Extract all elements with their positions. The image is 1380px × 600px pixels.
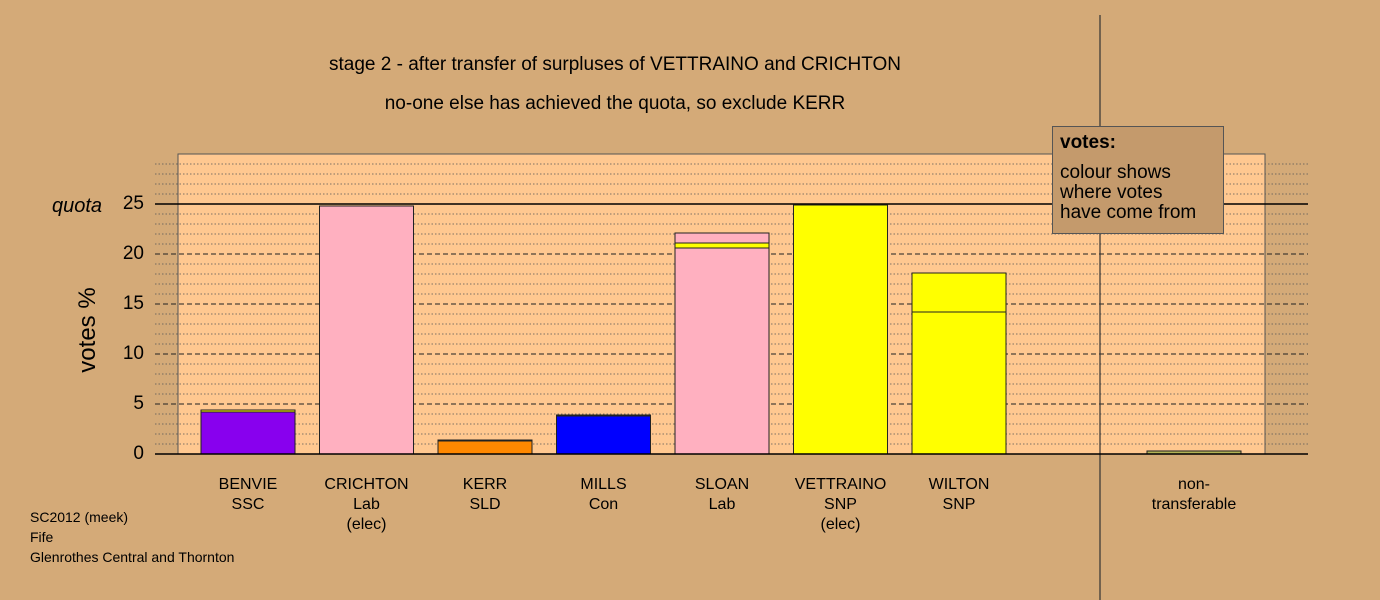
- candidate-label: BENVIE SSC: [188, 475, 308, 515]
- candidate-label: KERR SLD: [425, 475, 545, 515]
- bar-segment: [200, 411, 296, 455]
- candidate-name: KERR: [462, 476, 508, 493]
- candidate-name: MILLS: [580, 476, 627, 493]
- candidate-label: CRICHTON Lab (elec): [307, 475, 427, 535]
- legend-line: have come from: [1060, 202, 1197, 223]
- y-tick-label: 15: [122, 293, 144, 314]
- candidate-party: Lab: [708, 496, 736, 513]
- candidate-party: SLD: [469, 496, 501, 513]
- candidate-party: SNP: [824, 496, 857, 513]
- candidate-label: MILLS Con: [544, 475, 664, 515]
- y-tick-label: 5: [133, 393, 144, 414]
- bar-segment: [911, 311, 1007, 455]
- legend-line: colour shows: [1060, 162, 1171, 183]
- candidate-name: CRICHTON: [324, 476, 409, 493]
- candidate-party: SNP: [942, 496, 976, 513]
- nontransferable-label: non-transferable: [1134, 475, 1254, 515]
- candidate-status: (elec): [346, 516, 387, 533]
- bar-segment: [793, 204, 888, 455]
- candidate-name: SLOAN: [694, 476, 750, 493]
- legend: votes: colour shows where votes have com…: [1052, 126, 1224, 234]
- nontransferable-label-line: non-: [1177, 476, 1211, 493]
- bar-segment: [319, 205, 414, 455]
- legend-line: where votes: [1060, 182, 1163, 203]
- bar-segment: [674, 247, 770, 455]
- candidate-name: WILTON: [928, 476, 990, 493]
- quota-label: quota: [52, 195, 103, 217]
- footer-line: Fife: [30, 529, 54, 545]
- y-tick-label: 0: [133, 443, 144, 464]
- bar-segment: [674, 232, 770, 244]
- candidate-party: Con: [588, 496, 619, 513]
- chart-title: stage 2 - after transfer of surpluses of…: [329, 54, 901, 75]
- candidate-label: SLOAN Lab: [662, 475, 782, 515]
- candidate-party: Lab: [353, 496, 380, 513]
- y-tick-label: 10: [122, 343, 144, 364]
- candidate-party: SSC: [231, 496, 265, 513]
- y-tick-label: 20: [122, 243, 144, 264]
- bar-segment: [556, 414, 651, 417]
- legend-title: votes:: [1060, 132, 1116, 153]
- footer-line: SC2012 (meek): [30, 509, 129, 525]
- candidate-name: VETTRAINO: [794, 476, 887, 493]
- bar-segment: [437, 440, 533, 455]
- bar-segment: [911, 272, 1007, 313]
- bar-segment: [556, 415, 651, 455]
- nontransferable-label-line: transferable: [1151, 496, 1237, 513]
- bar-segment: [200, 409, 296, 413]
- candidate-label: WILTON SNP: [899, 475, 1019, 515]
- chart-subtitle: no-one else has achieved the quota, so e…: [384, 93, 846, 114]
- footer-line: Glenrothes Central and Thornton: [30, 549, 235, 565]
- bar-segment: [674, 242, 770, 249]
- footer: SC2012 (meek) Fife Glenrothes Central an…: [30, 507, 234, 567]
- candidate-name: BENVIE: [218, 476, 278, 493]
- candidate-label: VETTRAINO SNP (elec): [781, 475, 901, 535]
- candidate-status: (elec): [820, 516, 861, 533]
- bar-segment: [437, 439, 533, 442]
- y-tick-label: 25: [122, 193, 144, 214]
